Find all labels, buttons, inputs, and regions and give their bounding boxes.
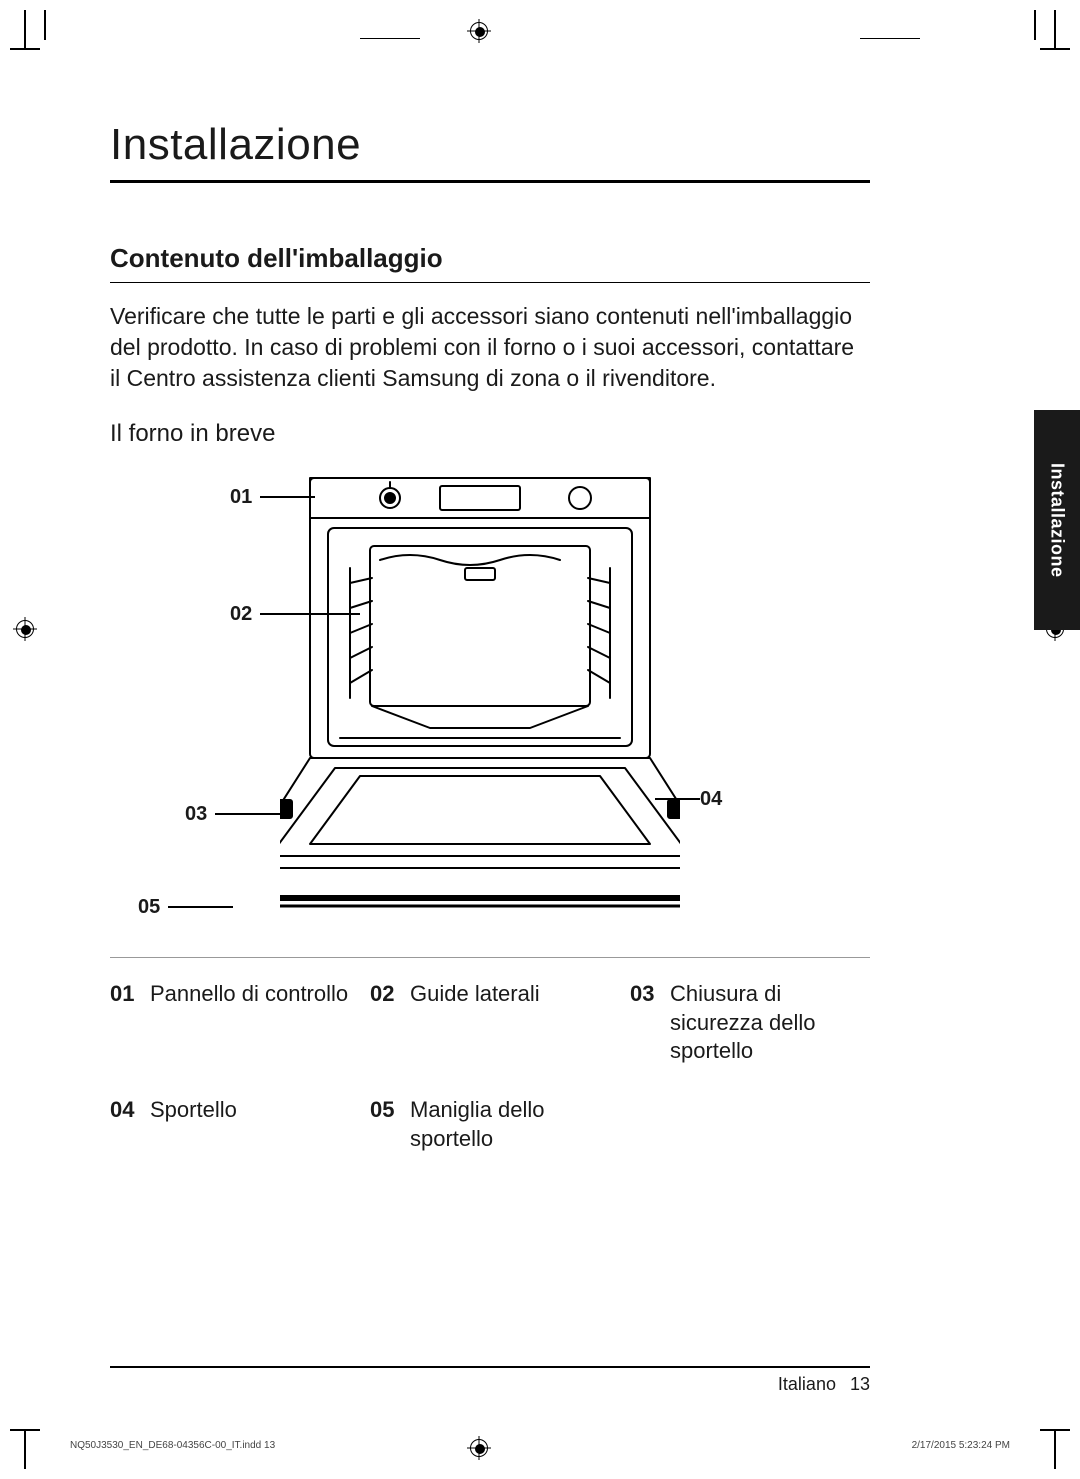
legend-num: 03 — [630, 980, 660, 1066]
crop-mark — [860, 38, 920, 39]
legend-num: 04 — [110, 1096, 140, 1153]
footer-language: Italiano — [778, 1374, 836, 1395]
oven-diagram: 01 02 03 04 05 — [110, 468, 870, 958]
legend-text: Maniglia dello sportello — [410, 1096, 610, 1153]
section-tab-label: Installazione — [1047, 463, 1068, 578]
callout-03: 03 — [185, 803, 207, 826]
page-title: Installazione — [110, 120, 870, 183]
callout-04: 04 — [700, 788, 722, 811]
crop-mark — [24, 1429, 26, 1469]
legend-item: 05 Maniglia dello sportello — [370, 1096, 610, 1153]
legend-text: Sportello — [150, 1096, 237, 1153]
crop-mark — [10, 1429, 40, 1431]
callout-01: 01 — [230, 486, 252, 509]
legend-text: Pannello di controllo — [150, 980, 348, 1066]
legend-text: Chiusura di sicurezza dello sportello — [670, 980, 870, 1066]
page-footer: Italiano 13 — [110, 1366, 870, 1395]
legend-num: 02 — [370, 980, 400, 1066]
crop-mark — [1054, 1429, 1056, 1469]
callout-line — [215, 813, 280, 815]
section-tab: Installazione — [1034, 410, 1080, 630]
crop-mark — [24, 10, 26, 50]
registration-mark-icon — [16, 620, 34, 638]
legend-num: 05 — [370, 1096, 400, 1153]
callout-02: 02 — [230, 603, 252, 626]
legend: 01 Pannello di controllo 02 Guide latera… — [110, 980, 870, 1153]
registration-mark-icon — [470, 1439, 488, 1457]
legend-text: Guide laterali — [410, 980, 540, 1066]
crop-mark — [360, 38, 420, 39]
section-heading: Contenuto dell'imballaggio — [110, 243, 870, 283]
crop-mark — [1054, 10, 1056, 50]
body-text: Verificare che tutte le parti e gli acce… — [110, 301, 870, 394]
crop-mark — [44, 10, 46, 40]
legend-item: 01 Pannello di controllo — [110, 980, 350, 1066]
page-content: Installazione Contenuto dell'imballaggio… — [110, 120, 870, 1153]
crop-mark — [10, 48, 40, 50]
crop-mark — [1040, 48, 1070, 50]
oven-illustration-icon — [280, 468, 680, 938]
imprint-right: 2/17/2015 5:23:24 PM — [912, 1440, 1010, 1451]
sub-heading: Il forno in breve — [110, 420, 870, 448]
crop-mark — [1034, 10, 1036, 40]
legend-item: 04 Sportello — [110, 1096, 350, 1153]
imprint-left: NQ50J3530_EN_DE68-04356C-00_IT.indd 13 — [70, 1440, 275, 1451]
callout-05: 05 — [138, 896, 160, 919]
legend-num: 01 — [110, 980, 140, 1066]
legend-item: 03 Chiusura di sicurezza dello sportello — [630, 980, 870, 1066]
crop-mark — [1040, 1429, 1070, 1431]
callout-line — [168, 906, 233, 908]
legend-item: 02 Guide laterali — [370, 980, 610, 1066]
registration-mark-icon — [470, 22, 488, 40]
footer-page-number: 13 — [850, 1374, 870, 1395]
